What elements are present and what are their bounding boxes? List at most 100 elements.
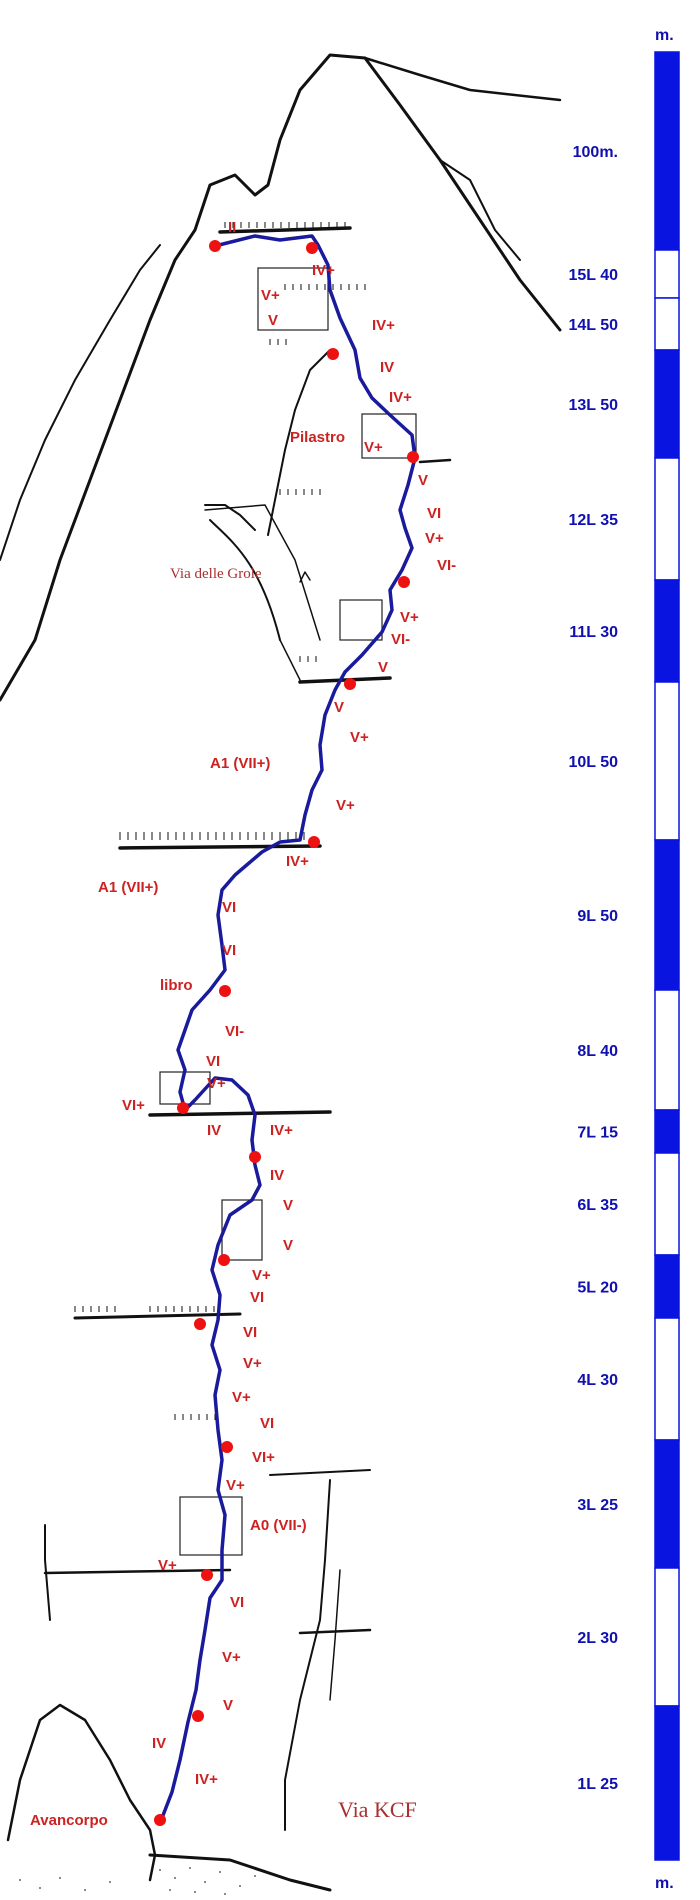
ground-gravel xyxy=(19,1867,256,1895)
grade-label: VI xyxy=(427,505,441,522)
scale-segment xyxy=(654,1705,680,1861)
grade-label: V xyxy=(334,699,344,716)
grade-label: IV xyxy=(270,1167,284,1184)
grade-label: V xyxy=(378,659,388,676)
grade-label: A0 (VII-) xyxy=(250,1517,307,1534)
grade-label: VI xyxy=(206,1053,220,1070)
scale-segment-label: 1L 25 xyxy=(577,1776,618,1793)
belay-station xyxy=(218,1254,230,1266)
scale-segment xyxy=(654,989,680,1111)
grade-label: IV xyxy=(207,1122,221,1139)
grade-label: VI- xyxy=(391,631,410,648)
belay-station xyxy=(308,836,320,848)
grade-label: VI- xyxy=(225,1023,244,1040)
belay-station xyxy=(219,985,231,997)
grade-label: V xyxy=(283,1237,293,1254)
grade-label: IV+ xyxy=(312,262,335,279)
scale-segment-label: 13L 50 xyxy=(568,397,618,414)
grade-label: V+ xyxy=(232,1389,251,1406)
grade-label: V+ xyxy=(252,1267,271,1284)
grade-label: VI xyxy=(250,1289,264,1306)
scale-segment-label: 6L 35 xyxy=(577,1197,618,1214)
scale-segment-label: 11L 30 xyxy=(569,624,618,641)
grade-label: IV+ xyxy=(195,1771,218,1788)
grade-label: V+ xyxy=(425,530,444,547)
grade-label: IV+ xyxy=(389,389,412,406)
scale-segment-label: 10L 50 xyxy=(568,754,618,771)
scale-segment-label: 14L 50 xyxy=(568,317,618,334)
ledge-hatching xyxy=(74,222,366,1420)
scale-segment xyxy=(654,457,680,581)
scale-segment xyxy=(654,1567,680,1707)
belay-station xyxy=(201,1569,213,1581)
scale-segment xyxy=(654,1439,680,1569)
grade-label: IV+ xyxy=(270,1122,293,1139)
grade-label: VI xyxy=(230,1594,244,1611)
route-line xyxy=(160,234,417,1820)
grade-labels: II IV+ V+ V IV+ IV IV+ V+ V VI V+ VI- V+… xyxy=(98,219,456,1788)
belay-station xyxy=(344,678,356,690)
scale-segment xyxy=(654,1317,680,1441)
grade-label: V xyxy=(283,1197,293,1214)
scale-unit-top: m. xyxy=(655,27,674,44)
scale-segment-label: 9L 50 xyxy=(577,908,618,925)
via-grole-label: Via delle Grole xyxy=(170,566,262,582)
avancorpo-label: Avancorpo xyxy=(30,1812,108,1829)
scale-segment xyxy=(654,1254,680,1319)
scale-segment xyxy=(654,249,680,299)
height-scale: 100m. 15L 40 14L 50 13L 50 12L 35 11L 30 10L 5… xyxy=(568,51,680,1861)
pilastro-label: Pilastro xyxy=(290,429,345,446)
grade-label: IV xyxy=(380,359,394,376)
grade-label: VI+ xyxy=(252,1449,275,1466)
scale-segment xyxy=(654,1109,680,1154)
belay-station xyxy=(327,348,339,360)
grade-label: V+ xyxy=(226,1477,245,1494)
belay-station xyxy=(398,576,410,588)
grade-label: IV+ xyxy=(286,853,309,870)
grade-label: V+ xyxy=(350,729,369,746)
grade-label: V+ xyxy=(207,1075,226,1092)
belay-stations xyxy=(154,240,419,1826)
scale-segment-label: 8L 40 xyxy=(577,1043,618,1060)
scale-unit-bottom: m. xyxy=(655,1875,674,1892)
scale-segment-label: 3L 25 xyxy=(577,1497,618,1514)
grade-label: V xyxy=(418,472,428,489)
belay-station xyxy=(177,1102,189,1114)
libro-label: libro xyxy=(160,977,193,994)
pitch-boxes xyxy=(159,267,417,1556)
scale-segment-label: 7L 15 xyxy=(577,1125,618,1142)
grade-label: IV xyxy=(152,1735,166,1752)
scale-segment xyxy=(654,839,680,991)
scale-segment-label: 12L 35 xyxy=(568,512,618,529)
scale-segment xyxy=(654,51,680,251)
scale-segment xyxy=(654,579,680,683)
grade-label: VI- xyxy=(437,557,456,574)
belay-station xyxy=(209,240,221,252)
scale-segment-label: 15L 40 xyxy=(568,267,618,284)
grade-label: A1 (VII+) xyxy=(210,755,270,772)
grade-label: VI+ xyxy=(122,1097,145,1114)
scale-segment-label: 4L 30 xyxy=(577,1372,618,1389)
scale-segment-label: 5L 20 xyxy=(577,1280,618,1297)
scale-segment xyxy=(654,1152,680,1256)
via-kcf-label: Via KCF xyxy=(338,1797,417,1822)
grade-label: VI xyxy=(222,942,236,959)
grade-label: VI xyxy=(260,1415,274,1432)
grade-label: V+ xyxy=(222,1649,241,1666)
belay-station xyxy=(407,451,419,463)
grade-label: V+ xyxy=(261,287,280,304)
belay-station xyxy=(249,1151,261,1163)
scale-segment xyxy=(654,297,680,351)
grade-label: II xyxy=(228,219,236,236)
grade-label: V xyxy=(223,1697,233,1714)
belay-station xyxy=(306,242,318,254)
scale-segment xyxy=(654,681,680,841)
grade-label: VI xyxy=(243,1324,257,1341)
grade-label: VI xyxy=(222,899,236,916)
grade-label: V+ xyxy=(336,797,355,814)
grade-label: V xyxy=(268,312,278,329)
grade-label: V+ xyxy=(400,609,419,626)
belay-station xyxy=(194,1318,206,1330)
belay-station xyxy=(221,1441,233,1453)
